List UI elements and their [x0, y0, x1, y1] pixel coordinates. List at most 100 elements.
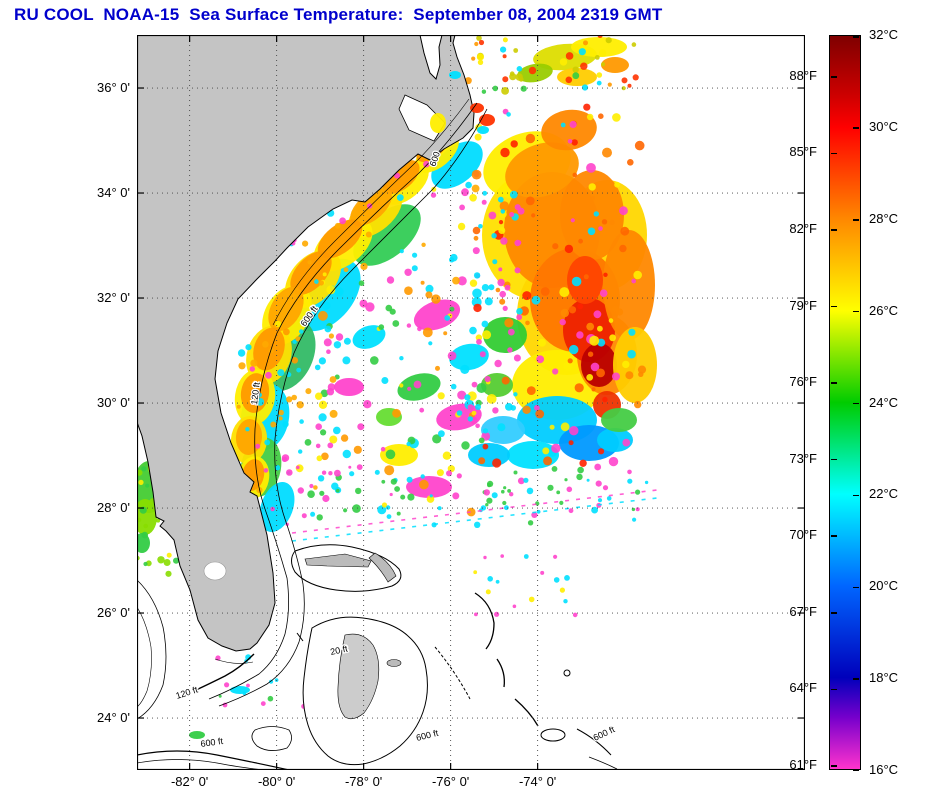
- sst-speckle: [484, 376, 491, 383]
- andros-island: [337, 633, 380, 720]
- sst-speckle: [566, 486, 573, 493]
- sst-speckle: [315, 443, 321, 449]
- sst-speckle: [238, 362, 246, 370]
- sst-speckle: [589, 335, 600, 346]
- sst-speckle: [319, 490, 325, 496]
- fahrenheit-label: 73°F: [789, 450, 817, 466]
- sst-speckle: [322, 272, 327, 277]
- sst-speckle: [509, 190, 518, 199]
- sst-speckle: [494, 611, 500, 617]
- sst-speckle: [224, 682, 230, 688]
- sst-speckle: [499, 298, 506, 305]
- sst-speckle: [334, 287, 344, 297]
- sst-speckle: [497, 278, 505, 287]
- sst-patch: [230, 686, 250, 694]
- sst-speckle: [163, 559, 171, 566]
- sst-speckle: [482, 428, 489, 434]
- sst-speckle: [616, 308, 624, 316]
- fahrenheit-label: 61°F: [789, 756, 817, 772]
- sst-patch: [571, 37, 627, 57]
- sst-speckle: [514, 204, 521, 211]
- sst-patch: [334, 378, 364, 396]
- sst-speckle: [318, 357, 326, 365]
- sst-speckle: [264, 439, 271, 446]
- sst-speckle: [474, 521, 481, 528]
- sst-speckle: [442, 451, 452, 460]
- sst-speckle: [578, 238, 583, 244]
- sst-speckle: [340, 434, 349, 442]
- contour-inner: [272, 98, 470, 326]
- sst-speckle: [173, 557, 180, 564]
- sst-speckle: [309, 483, 314, 489]
- sst-speckle: [598, 113, 604, 119]
- sst-speckle: [602, 396, 608, 403]
- sst-speckle: [571, 276, 582, 287]
- sst-speckle: [612, 113, 621, 122]
- sst-speckle: [137, 469, 143, 476]
- sst-speckle: [145, 483, 150, 488]
- sst-speckle: [165, 570, 172, 577]
- sst-speckle: [476, 35, 482, 41]
- sst-speckle: [492, 85, 499, 92]
- lat-tick-label: 28° 0': [97, 500, 130, 516]
- sst-speckle: [612, 372, 620, 381]
- sst-speckle: [237, 349, 246, 357]
- sst-speckle: [513, 470, 518, 475]
- sst-speckle: [380, 446, 386, 452]
- sst-speckle: [399, 383, 404, 388]
- sst-speckle: [488, 284, 495, 291]
- lon-tick-label: -82° 0': [170, 774, 209, 789]
- lake-okeechobee: [203, 561, 227, 581]
- sst-speckle: [579, 459, 587, 467]
- sst-speckle: [564, 575, 570, 581]
- contour-120ft: [208, 102, 478, 700]
- sst-speckle: [577, 466, 584, 474]
- sst-speckle: [422, 327, 433, 338]
- sst-speckle: [526, 487, 534, 495]
- sst-speckle: [394, 486, 400, 492]
- colorbar-tick: [853, 310, 859, 313]
- sst-speckle: [502, 54, 507, 59]
- sst-speckle: [564, 478, 568, 482]
- sst-speckle: [459, 204, 465, 211]
- sst-speckle: [378, 324, 385, 330]
- sst-speckle: [467, 404, 474, 411]
- sst-speckle: [143, 561, 148, 567]
- sst-speckle: [506, 112, 511, 117]
- sst-speckle: [631, 42, 637, 47]
- sst-speckle: [359, 299, 368, 308]
- sst-speckle: [443, 331, 448, 336]
- sst-speckle: [602, 147, 612, 158]
- sst-speckle: [456, 473, 462, 479]
- sst-speckle: [627, 83, 632, 88]
- sst-speckle: [498, 220, 504, 225]
- sst-speckle: [491, 233, 497, 239]
- sst-speckle: [625, 371, 634, 380]
- sst-speckle: [392, 408, 401, 418]
- sst-speckle: [270, 421, 277, 428]
- sst-speckle: [286, 396, 293, 403]
- sst-speckle: [472, 288, 482, 299]
- sst-speckle: [627, 159, 634, 166]
- colorbar-tick: [853, 586, 859, 588]
- sst-speckle: [507, 347, 513, 353]
- sst-speckle: [547, 484, 554, 491]
- sst-speckle: [326, 388, 335, 396]
- sst-speckle: [392, 320, 400, 327]
- sst-speckle: [324, 325, 332, 333]
- sst-speckle: [381, 377, 389, 384]
- sst-speckle: [501, 376, 510, 385]
- sst-speckle: [595, 480, 602, 487]
- sst-speckle: [571, 139, 578, 146]
- sst-speckle: [481, 199, 487, 205]
- sst-speckle: [471, 184, 480, 193]
- sst-speckle: [500, 209, 506, 214]
- sst-speckle: [577, 303, 584, 310]
- sst-speckle: [569, 344, 579, 355]
- sst-speckle: [291, 357, 299, 364]
- sst-speckle: [320, 429, 327, 436]
- sst-speckle: [503, 486, 507, 490]
- sst-speckle: [563, 599, 568, 604]
- sst-speckle: [528, 596, 535, 603]
